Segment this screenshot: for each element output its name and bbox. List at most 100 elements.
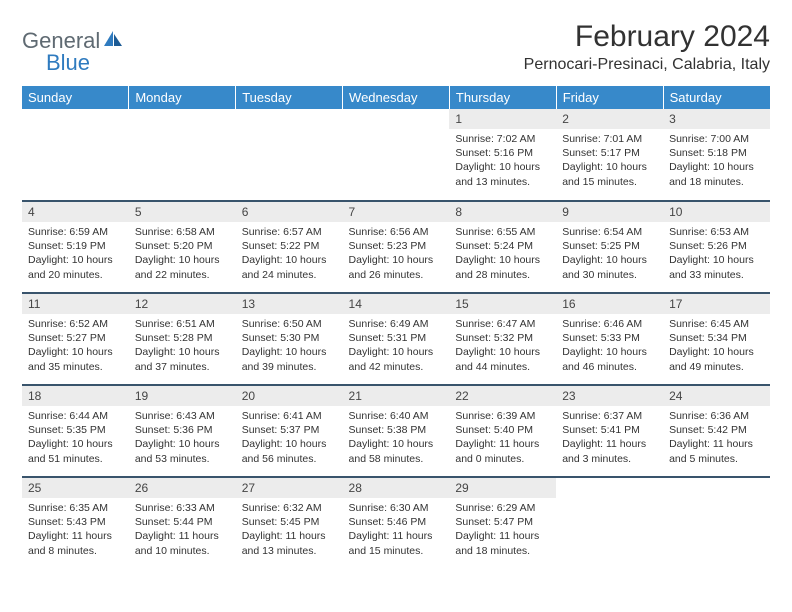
calendar-cell: 27Sunrise: 6:32 AMSunset: 5:45 PMDayligh… bbox=[236, 477, 343, 569]
calendar-cell: 29Sunrise: 6:29 AMSunset: 5:47 PMDayligh… bbox=[449, 477, 556, 569]
day-number: 28 bbox=[343, 478, 450, 498]
day-header: Sunday bbox=[22, 86, 129, 109]
calendar-row: 25Sunrise: 6:35 AMSunset: 5:43 PMDayligh… bbox=[22, 477, 770, 569]
logo-text-blue: Blue bbox=[46, 50, 90, 76]
calendar-cell: 16Sunrise: 6:46 AMSunset: 5:33 PMDayligh… bbox=[556, 293, 663, 385]
day-header: Wednesday bbox=[343, 86, 450, 109]
calendar-cell: 25Sunrise: 6:35 AMSunset: 5:43 PMDayligh… bbox=[22, 477, 129, 569]
day-details: Sunrise: 6:53 AMSunset: 5:26 PMDaylight:… bbox=[663, 222, 770, 288]
day-number: 27 bbox=[236, 478, 343, 498]
day-header: Tuesday bbox=[236, 86, 343, 109]
calendar-cell: 23Sunrise: 6:37 AMSunset: 5:41 PMDayligh… bbox=[556, 385, 663, 477]
calendar-table: SundayMondayTuesdayWednesdayThursdayFrid… bbox=[22, 86, 770, 569]
header: General February 2024 Pernocari-Presinac… bbox=[22, 20, 770, 74]
day-number: 4 bbox=[22, 202, 129, 222]
day-details: Sunrise: 6:59 AMSunset: 5:19 PMDaylight:… bbox=[22, 222, 129, 288]
day-number: 29 bbox=[449, 478, 556, 498]
calendar-cell: 1Sunrise: 7:02 AMSunset: 5:16 PMDaylight… bbox=[449, 109, 556, 201]
day-number: 11 bbox=[22, 294, 129, 314]
calendar-cell: 14Sunrise: 6:49 AMSunset: 5:31 PMDayligh… bbox=[343, 293, 450, 385]
calendar-cell: 28Sunrise: 6:30 AMSunset: 5:46 PMDayligh… bbox=[343, 477, 450, 569]
logo-blue-row: Blue bbox=[46, 50, 90, 76]
day-number: 15 bbox=[449, 294, 556, 314]
calendar-cell: 7Sunrise: 6:56 AMSunset: 5:23 PMDaylight… bbox=[343, 201, 450, 293]
day-number: 18 bbox=[22, 386, 129, 406]
calendar-cell: 26Sunrise: 6:33 AMSunset: 5:44 PMDayligh… bbox=[129, 477, 236, 569]
day-number: 19 bbox=[129, 386, 236, 406]
location: Pernocari-Presinaci, Calabria, Italy bbox=[524, 56, 770, 74]
title-block: February 2024 Pernocari-Presinaci, Calab… bbox=[524, 20, 770, 74]
calendar-row: 11Sunrise: 6:52 AMSunset: 5:27 PMDayligh… bbox=[22, 293, 770, 385]
calendar-cell bbox=[22, 109, 129, 201]
day-details: Sunrise: 6:52 AMSunset: 5:27 PMDaylight:… bbox=[22, 314, 129, 380]
day-number: 5 bbox=[129, 202, 236, 222]
calendar-cell: 4Sunrise: 6:59 AMSunset: 5:19 PMDaylight… bbox=[22, 201, 129, 293]
day-number: 9 bbox=[556, 202, 663, 222]
day-details: Sunrise: 6:58 AMSunset: 5:20 PMDaylight:… bbox=[129, 222, 236, 288]
month-title: February 2024 bbox=[524, 20, 770, 54]
day-details: Sunrise: 6:50 AMSunset: 5:30 PMDaylight:… bbox=[236, 314, 343, 380]
calendar-cell bbox=[343, 109, 450, 201]
calendar-row: 4Sunrise: 6:59 AMSunset: 5:19 PMDaylight… bbox=[22, 201, 770, 293]
day-header: Thursday bbox=[449, 86, 556, 109]
calendar-cell: 5Sunrise: 6:58 AMSunset: 5:20 PMDaylight… bbox=[129, 201, 236, 293]
calendar-cell bbox=[236, 109, 343, 201]
calendar-cell: 19Sunrise: 6:43 AMSunset: 5:36 PMDayligh… bbox=[129, 385, 236, 477]
calendar-cell: 24Sunrise: 6:36 AMSunset: 5:42 PMDayligh… bbox=[663, 385, 770, 477]
day-details: Sunrise: 6:45 AMSunset: 5:34 PMDaylight:… bbox=[663, 314, 770, 380]
day-number: 23 bbox=[556, 386, 663, 406]
day-details: Sunrise: 6:37 AMSunset: 5:41 PMDaylight:… bbox=[556, 406, 663, 472]
day-number: 13 bbox=[236, 294, 343, 314]
calendar-cell: 20Sunrise: 6:41 AMSunset: 5:37 PMDayligh… bbox=[236, 385, 343, 477]
calendar-body: 1Sunrise: 7:02 AMSunset: 5:16 PMDaylight… bbox=[22, 109, 770, 569]
day-details: Sunrise: 6:54 AMSunset: 5:25 PMDaylight:… bbox=[556, 222, 663, 288]
day-number: 7 bbox=[343, 202, 450, 222]
day-details: Sunrise: 6:51 AMSunset: 5:28 PMDaylight:… bbox=[129, 314, 236, 380]
day-number: 12 bbox=[129, 294, 236, 314]
day-details: Sunrise: 6:35 AMSunset: 5:43 PMDaylight:… bbox=[22, 498, 129, 564]
calendar-cell: 17Sunrise: 6:45 AMSunset: 5:34 PMDayligh… bbox=[663, 293, 770, 385]
calendar-cell: 9Sunrise: 6:54 AMSunset: 5:25 PMDaylight… bbox=[556, 201, 663, 293]
calendar-cell: 22Sunrise: 6:39 AMSunset: 5:40 PMDayligh… bbox=[449, 385, 556, 477]
calendar-cell: 12Sunrise: 6:51 AMSunset: 5:28 PMDayligh… bbox=[129, 293, 236, 385]
calendar-cell: 8Sunrise: 6:55 AMSunset: 5:24 PMDaylight… bbox=[449, 201, 556, 293]
calendar-row: 18Sunrise: 6:44 AMSunset: 5:35 PMDayligh… bbox=[22, 385, 770, 477]
days-of-week-row: SundayMondayTuesdayWednesdayThursdayFrid… bbox=[22, 86, 770, 109]
day-number: 16 bbox=[556, 294, 663, 314]
calendar-cell: 10Sunrise: 6:53 AMSunset: 5:26 PMDayligh… bbox=[663, 201, 770, 293]
calendar-cell: 15Sunrise: 6:47 AMSunset: 5:32 PMDayligh… bbox=[449, 293, 556, 385]
day-details: Sunrise: 6:44 AMSunset: 5:35 PMDaylight:… bbox=[22, 406, 129, 472]
day-number: 22 bbox=[449, 386, 556, 406]
day-number: 14 bbox=[343, 294, 450, 314]
day-details: Sunrise: 7:00 AMSunset: 5:18 PMDaylight:… bbox=[663, 129, 770, 195]
day-details: Sunrise: 6:36 AMSunset: 5:42 PMDaylight:… bbox=[663, 406, 770, 472]
day-header: Friday bbox=[556, 86, 663, 109]
day-details: Sunrise: 6:32 AMSunset: 5:45 PMDaylight:… bbox=[236, 498, 343, 564]
day-number: 6 bbox=[236, 202, 343, 222]
day-number: 2 bbox=[556, 109, 663, 129]
calendar-row: 1Sunrise: 7:02 AMSunset: 5:16 PMDaylight… bbox=[22, 109, 770, 201]
day-details: Sunrise: 6:41 AMSunset: 5:37 PMDaylight:… bbox=[236, 406, 343, 472]
day-number: 20 bbox=[236, 386, 343, 406]
day-details: Sunrise: 6:40 AMSunset: 5:38 PMDaylight:… bbox=[343, 406, 450, 472]
calendar-cell: 21Sunrise: 6:40 AMSunset: 5:38 PMDayligh… bbox=[343, 385, 450, 477]
day-number: 10 bbox=[663, 202, 770, 222]
calendar-cell bbox=[556, 477, 663, 569]
calendar-cell bbox=[129, 109, 236, 201]
day-number: 17 bbox=[663, 294, 770, 314]
calendar-cell: 6Sunrise: 6:57 AMSunset: 5:22 PMDaylight… bbox=[236, 201, 343, 293]
day-details: Sunrise: 6:43 AMSunset: 5:36 PMDaylight:… bbox=[129, 406, 236, 472]
day-header: Saturday bbox=[663, 86, 770, 109]
day-details: Sunrise: 7:02 AMSunset: 5:16 PMDaylight:… bbox=[449, 129, 556, 195]
calendar-cell: 13Sunrise: 6:50 AMSunset: 5:30 PMDayligh… bbox=[236, 293, 343, 385]
day-number: 1 bbox=[449, 109, 556, 129]
day-details: Sunrise: 6:57 AMSunset: 5:22 PMDaylight:… bbox=[236, 222, 343, 288]
day-details: Sunrise: 6:56 AMSunset: 5:23 PMDaylight:… bbox=[343, 222, 450, 288]
calendar-cell bbox=[663, 477, 770, 569]
day-number: 24 bbox=[663, 386, 770, 406]
day-details: Sunrise: 6:30 AMSunset: 5:46 PMDaylight:… bbox=[343, 498, 450, 564]
day-details: Sunrise: 7:01 AMSunset: 5:17 PMDaylight:… bbox=[556, 129, 663, 195]
day-details: Sunrise: 6:49 AMSunset: 5:31 PMDaylight:… bbox=[343, 314, 450, 380]
day-header: Monday bbox=[129, 86, 236, 109]
day-details: Sunrise: 6:46 AMSunset: 5:33 PMDaylight:… bbox=[556, 314, 663, 380]
